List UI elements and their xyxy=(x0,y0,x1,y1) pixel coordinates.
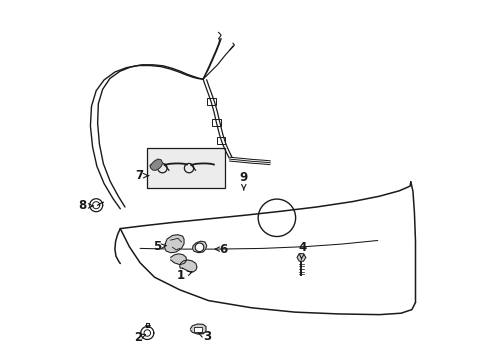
Bar xyxy=(206,98,215,105)
Text: 4: 4 xyxy=(297,241,305,260)
Text: 1: 1 xyxy=(177,269,192,282)
Bar xyxy=(193,327,201,332)
Text: 7: 7 xyxy=(135,169,148,182)
Polygon shape xyxy=(190,324,205,334)
Text: 3: 3 xyxy=(197,330,211,343)
Polygon shape xyxy=(296,254,305,261)
Text: 5: 5 xyxy=(152,240,166,253)
Polygon shape xyxy=(192,241,206,253)
Text: 9: 9 xyxy=(239,171,247,190)
Bar xyxy=(212,119,220,126)
Circle shape xyxy=(195,243,203,252)
Polygon shape xyxy=(170,254,186,265)
Text: 6: 6 xyxy=(215,243,227,256)
Polygon shape xyxy=(179,260,197,272)
Polygon shape xyxy=(164,235,183,253)
Polygon shape xyxy=(150,159,162,170)
Bar xyxy=(146,148,224,188)
Bar xyxy=(216,137,225,144)
Text: 8: 8 xyxy=(79,199,93,212)
Text: 2: 2 xyxy=(134,331,145,344)
